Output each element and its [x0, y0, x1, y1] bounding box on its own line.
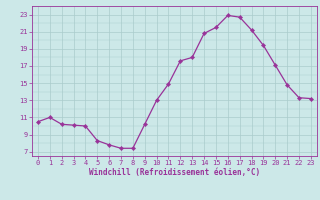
- X-axis label: Windchill (Refroidissement éolien,°C): Windchill (Refroidissement éolien,°C): [89, 168, 260, 177]
